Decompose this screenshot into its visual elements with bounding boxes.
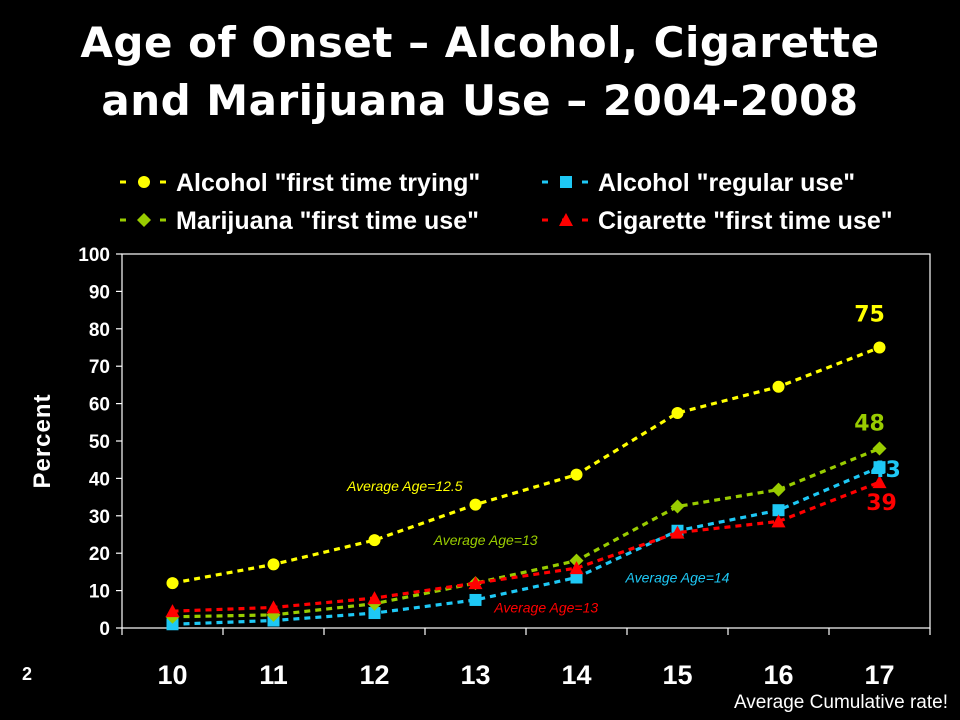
end-value-label: 75: [854, 303, 885, 328]
series-line-alcohol-first-time-trying: [172, 346, 881, 585]
slide-title: Age of Onset – Alcohol, Cigarette and Ma…: [0, 14, 960, 130]
data-point-cigarette-first-time-use: [670, 525, 685, 539]
x-tick-label: 15: [662, 660, 692, 690]
y-tick-label: 10: [89, 582, 110, 603]
data-point-alcohol-first-time-trying: [671, 406, 684, 419]
data-point-alcohol-first-time-trying: [873, 341, 886, 354]
x-tick-label: 12: [359, 660, 389, 690]
data-point-alcohol-first-time-trying: [772, 380, 785, 393]
title-line-2: and Marijuana Use – 2004-2008: [101, 76, 859, 125]
end-value-label: 39: [866, 491, 897, 516]
series-line-alcohol-regular-use: [172, 465, 881, 626]
annotation-label: Average Age=13: [433, 532, 538, 548]
annotation-label: Average Age=13: [493, 599, 598, 615]
end-value-label: 43: [870, 458, 901, 483]
legend-item-alcohol-regular-use: Alcohol "regular use": [542, 169, 855, 197]
data-point-alcohol-first-time-trying: [368, 534, 381, 547]
legend-marker: [560, 176, 572, 188]
data-point-alcohol-regular-use: [570, 571, 583, 584]
data-point-alcohol-first-time-trying: [469, 498, 482, 511]
y-tick-label: 50: [89, 432, 110, 453]
data-point-marijuana-first-time-use: [872, 441, 887, 456]
data-point-alcohol-regular-use: [469, 593, 482, 606]
x-tick-label: 14: [561, 660, 591, 690]
data-point-alcohol-first-time-trying: [570, 468, 583, 481]
legend-label: Alcohol "first time trying": [176, 169, 480, 197]
data-point-alcohol-regular-use: [368, 607, 381, 620]
data-point-marijuana-first-time-use: [569, 553, 584, 568]
legend-item-alcohol-first-time-trying: Alcohol "first time trying": [120, 169, 480, 197]
data-point-cigarette-first-time-use: [872, 475, 887, 489]
footnote: Average Cumulative rate!: [733, 692, 948, 713]
data-point-alcohol-regular-use: [772, 504, 785, 517]
y-axis-label: Percent: [29, 393, 56, 488]
annotation-label: Average Age=12.5: [346, 478, 463, 494]
data-point-cigarette-first-time-use: [771, 514, 786, 528]
y-tick-label: 100: [78, 245, 110, 266]
y-tick-label: 90: [89, 282, 110, 303]
end-value-label: 48: [854, 411, 885, 436]
legend-marker: [559, 213, 573, 226]
title-line-1: Age of Onset – Alcohol, Cigarette: [80, 18, 880, 67]
data-point-cigarette-first-time-use: [165, 604, 180, 618]
legend-marker: [137, 213, 151, 227]
x-tick-label: 10: [157, 660, 187, 690]
y-tick-label: 70: [89, 357, 110, 378]
series-alcohol-first-time-trying: [166, 341, 886, 590]
x-tick-label: 17: [864, 660, 894, 690]
x-tick-label: 16: [763, 660, 793, 690]
legend-label: Alcohol "regular use": [598, 169, 855, 197]
data-point-cigarette-first-time-use: [468, 576, 483, 590]
legend-item-cigarette-first-time-use: Cigarette "first time use": [542, 207, 893, 235]
annotation-label: Average Age=14: [625, 570, 730, 586]
data-point-cigarette-first-time-use: [367, 591, 382, 605]
y-tick-label: 30: [89, 507, 110, 528]
data-point-alcohol-regular-use: [873, 461, 886, 474]
data-point-cigarette-first-time-use: [266, 600, 281, 614]
x-tick-label: 13: [460, 660, 490, 690]
series-line-marijuana-first-time-use: [172, 446, 881, 619]
x-tick-label: 11: [259, 660, 288, 690]
y-tick-label: 0: [99, 619, 110, 640]
data-point-marijuana-first-time-use: [771, 482, 786, 497]
legend-label: Marijuana "first time use": [176, 207, 479, 235]
data-point-alcohol-first-time-trying: [166, 577, 179, 590]
y-tick-label: 80: [89, 320, 110, 341]
legend-item-marijuana-first-time-use: Marijuana "first time use": [120, 207, 479, 235]
data-point-cigarette-first-time-use: [569, 561, 584, 575]
series-line-cigarette-first-time-use: [172, 480, 881, 613]
data-point-alcohol-first-time-trying: [267, 558, 280, 571]
y-tick-label: 20: [89, 544, 110, 565]
series-cigarette-first-time-use: [165, 475, 887, 618]
slide-number: 2: [22, 664, 33, 684]
data-point-marijuana-first-time-use: [670, 499, 685, 514]
legend-marker: [138, 176, 150, 188]
legend-label: Cigarette "first time use": [598, 207, 893, 235]
y-tick-label: 60: [89, 395, 110, 416]
data-point-alcohol-regular-use: [166, 618, 179, 631]
y-tick-label: 40: [89, 469, 110, 490]
